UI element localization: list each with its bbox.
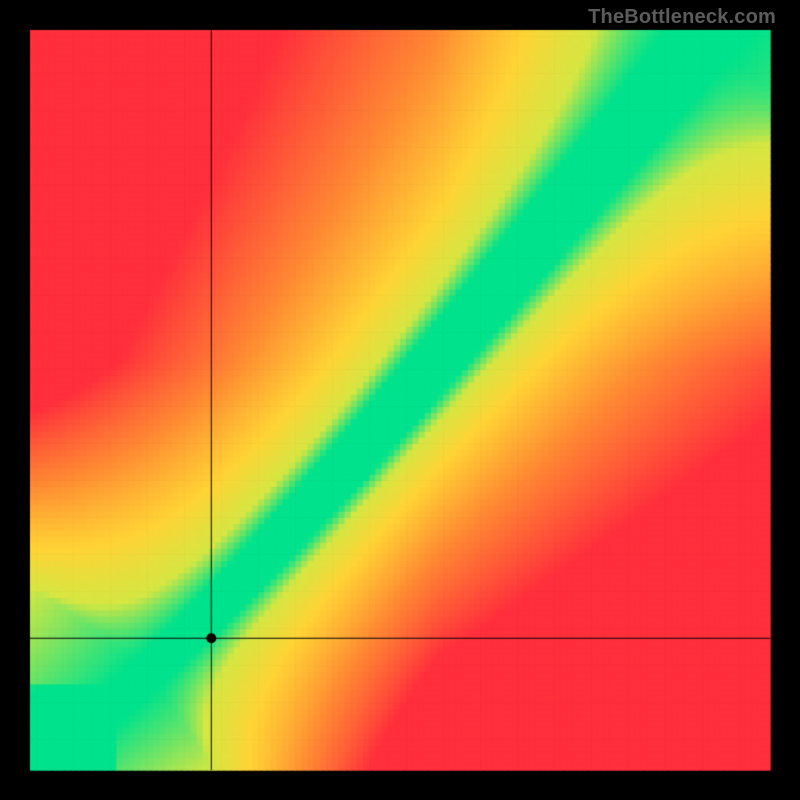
bottleneck-heatmap — [0, 0, 800, 800]
attribution-text: TheBottleneck.com — [588, 6, 776, 29]
